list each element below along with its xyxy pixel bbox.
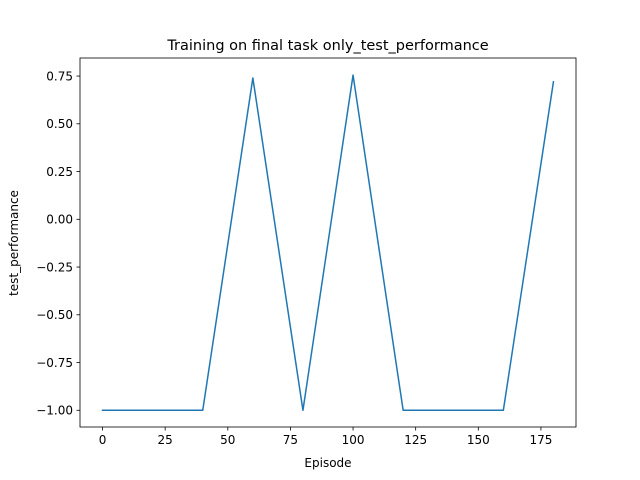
y-tick-label: −1.00 bbox=[36, 404, 73, 418]
series-line-0 bbox=[101, 74, 555, 412]
y-tick-label: 0.00 bbox=[46, 213, 73, 227]
y-tick-label: 0.25 bbox=[46, 165, 73, 179]
x-tick-label: 25 bbox=[158, 433, 173, 447]
x-tick-label: 0 bbox=[99, 433, 107, 447]
axis-ticks: 0 25 50 75 100 125 150 175 −1.00 −0.75 −0.50 −0.25 0… bbox=[36, 69, 552, 447]
y-tick-label: −0.75 bbox=[36, 356, 73, 370]
x-tick-label: 175 bbox=[529, 433, 552, 447]
y-tick-label: −0.25 bbox=[36, 260, 73, 274]
axes-frame bbox=[79, 57, 577, 428]
y-tick-label: 0.50 bbox=[46, 117, 73, 131]
y-tick-label: 0.75 bbox=[46, 69, 73, 83]
x-tick-label: 100 bbox=[342, 433, 365, 447]
x-tick-label: 150 bbox=[467, 433, 490, 447]
y-axis-label: test_performance bbox=[7, 190, 21, 296]
x-tick-label: 75 bbox=[283, 433, 298, 447]
plot-area bbox=[79, 57, 577, 428]
x-tick-label: 50 bbox=[220, 433, 235, 447]
x-axis-label: Episode bbox=[304, 456, 351, 470]
y-tick-label: −0.50 bbox=[36, 308, 73, 322]
x-tick-label: 125 bbox=[404, 433, 427, 447]
chart-title: Training on final task only_test_perform… bbox=[166, 38, 488, 54]
